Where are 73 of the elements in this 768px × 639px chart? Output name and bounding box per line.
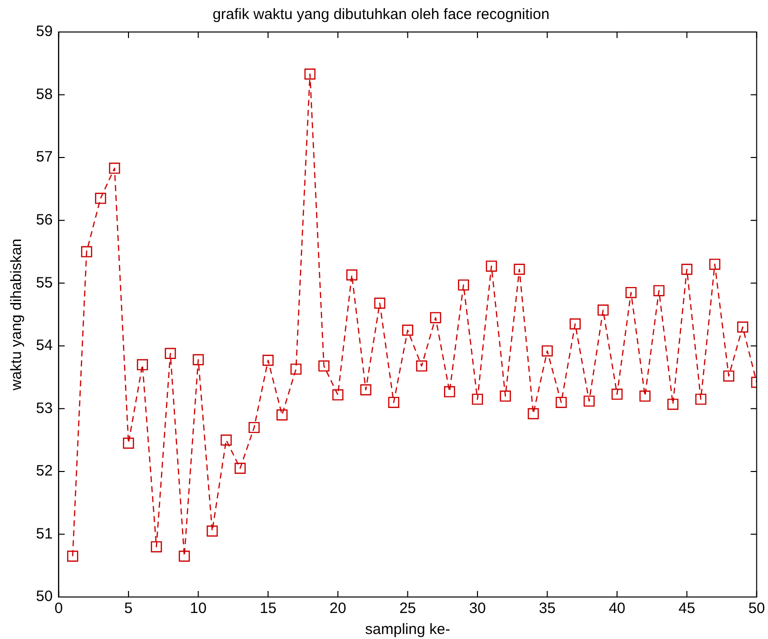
point xyxy=(95,192,106,204)
x-axis-title: sampling ke- xyxy=(365,621,450,638)
point xyxy=(318,360,330,372)
x-tick-label: 15 xyxy=(260,600,276,618)
point xyxy=(304,68,316,80)
point xyxy=(695,394,706,405)
y-tick-label: 55 xyxy=(36,274,53,292)
y-tick-label: 53 xyxy=(36,400,53,417)
point xyxy=(360,384,372,396)
y-axis-title: waktu yang dihabiskan xyxy=(8,238,26,392)
chart-title: grafik waktu yang dibutuhkan oleh face recognition xyxy=(212,6,550,24)
point xyxy=(81,246,92,258)
x-tick-label: 5 xyxy=(124,600,133,618)
point xyxy=(150,541,162,552)
x-tick-label: 30 xyxy=(469,600,486,618)
x-tick-label: 40 xyxy=(608,600,626,618)
x-tick-label: 20 xyxy=(330,600,346,618)
point xyxy=(108,162,120,174)
point xyxy=(388,396,400,408)
point xyxy=(164,348,176,359)
point xyxy=(612,388,623,400)
x-tick-label: 45 xyxy=(678,600,696,618)
point xyxy=(709,258,720,270)
point xyxy=(122,438,134,449)
point xyxy=(67,550,78,562)
y-tick-label: 58 xyxy=(36,86,53,103)
point xyxy=(290,364,302,375)
point xyxy=(653,285,664,296)
x-tick-label: 25 xyxy=(399,600,416,618)
point xyxy=(528,408,539,420)
point xyxy=(598,304,609,316)
point xyxy=(486,260,497,272)
x-tick-label: 35 xyxy=(538,600,556,618)
point xyxy=(514,264,525,275)
point xyxy=(178,550,190,562)
point xyxy=(402,324,414,336)
point xyxy=(500,390,511,402)
y-tick-label: 51 xyxy=(36,525,53,542)
point xyxy=(723,370,734,382)
point xyxy=(276,409,288,420)
point xyxy=(262,354,274,366)
y-tick-label: 54 xyxy=(36,337,53,354)
point xyxy=(681,264,692,275)
point xyxy=(444,386,456,398)
x-tick-label: 0 xyxy=(54,600,63,618)
point xyxy=(234,462,246,474)
x-tick-label: 10 xyxy=(190,600,207,618)
point xyxy=(416,360,428,372)
point xyxy=(346,269,358,280)
point xyxy=(737,322,748,333)
y-tick-label: 50 xyxy=(36,588,53,606)
point xyxy=(332,389,344,400)
point xyxy=(556,396,567,408)
y-tick-label: 59 xyxy=(36,23,53,40)
point xyxy=(248,422,260,434)
point xyxy=(430,312,442,324)
y-tick-label: 57 xyxy=(36,148,53,166)
y-tick-label: 52 xyxy=(36,462,53,480)
point xyxy=(570,318,581,330)
point xyxy=(220,434,232,446)
point xyxy=(625,286,637,298)
point xyxy=(374,298,386,309)
x-tick-label: 50 xyxy=(748,600,765,618)
point xyxy=(542,345,553,356)
point xyxy=(206,526,218,537)
point xyxy=(472,394,484,405)
point xyxy=(667,398,678,410)
point xyxy=(136,359,148,370)
point xyxy=(458,279,470,291)
point xyxy=(639,390,651,402)
point xyxy=(192,354,204,366)
y-tick-label: 56 xyxy=(36,211,53,228)
point xyxy=(584,396,595,407)
